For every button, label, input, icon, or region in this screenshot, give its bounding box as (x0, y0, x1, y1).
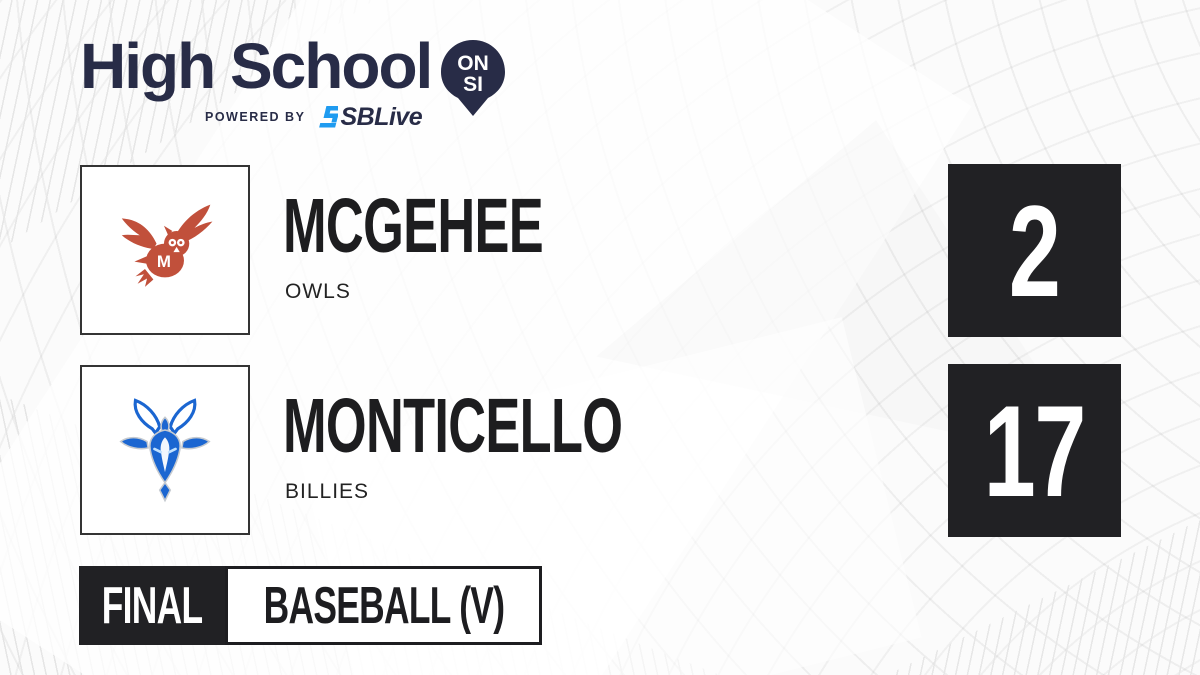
game-status-box: FINAL (79, 566, 225, 645)
mcgehee-owl-logo: M (121, 204, 213, 287)
team2-logo-box (80, 365, 250, 535)
team2-score-box: 17 (948, 364, 1121, 537)
sblive-wordmark: SBLive (340, 102, 423, 131)
team1-logo-box: M (80, 165, 250, 335)
brand-title: High School (80, 30, 433, 102)
team2-score: 17 (983, 377, 1087, 524)
sport-label: BASEBALL (V) (263, 576, 504, 635)
game-status: FINAL (101, 576, 203, 635)
badge-line-si: SI (463, 73, 483, 96)
owl-sweater-letter: M (157, 252, 171, 271)
sblive-5-icon (319, 106, 339, 128)
team2-mascot: BILLIES (285, 480, 370, 503)
sport-label-box: BASEBALL (V) (225, 566, 542, 645)
powered-by-label: POWERED BY (205, 110, 306, 124)
team1-name: MCGEHEE (283, 183, 544, 269)
team1-score: 2 (1009, 177, 1061, 324)
badge-line-on: ON (457, 52, 489, 75)
team1-score-box: 2 (948, 164, 1121, 337)
on-si-pin-badge: ON SI (441, 40, 505, 116)
powered-by-row: POWERED BY SBLive (205, 102, 423, 131)
team2-name: MONTICELLO (283, 383, 623, 469)
monticello-goat-logo (119, 398, 211, 503)
sblive-logo: SBLive (314, 102, 423, 131)
team1-mascot: OWLS (285, 280, 351, 303)
